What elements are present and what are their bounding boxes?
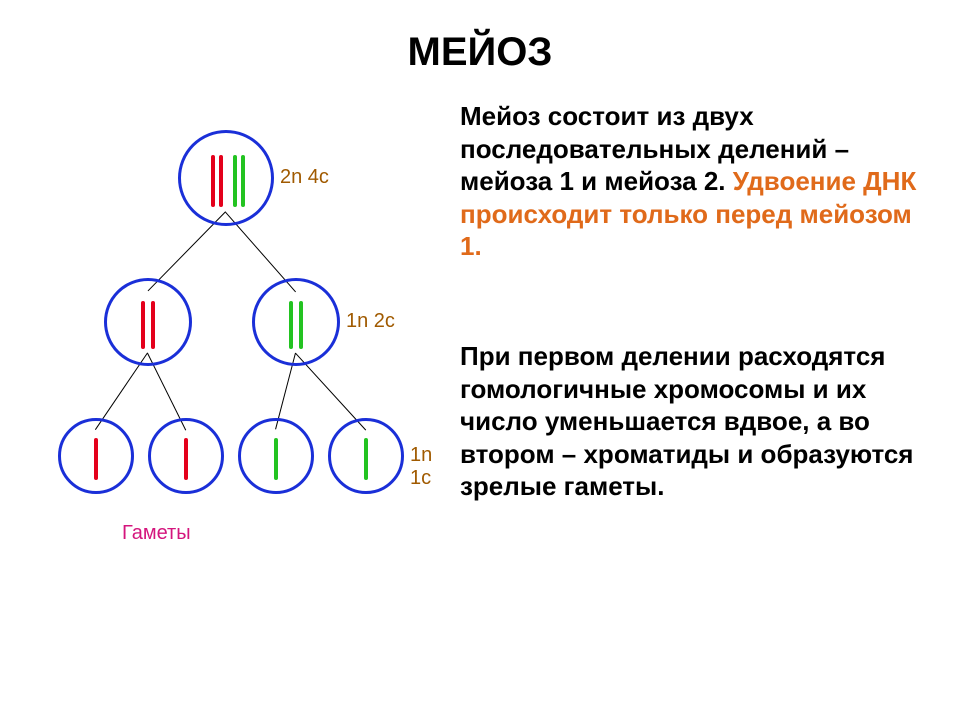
body-paragraph: При первом делении расходятся гомологичн… [460, 340, 940, 503]
chromatid [184, 438, 188, 480]
cell-node [104, 278, 192, 366]
cell-node [252, 278, 340, 366]
chromatid [141, 301, 145, 349]
ploidy-label: 1n 2c [346, 310, 395, 333]
chromatid [289, 301, 293, 349]
intro-paragraph: Мейоз состоит из двух последовательных д… [460, 100, 930, 263]
ploidy-label: 1n 1c [410, 444, 450, 490]
chromatid [241, 155, 245, 208]
cell-node [148, 418, 224, 494]
chromatid [274, 438, 278, 480]
gametes-label: Гаметы [122, 522, 191, 545]
chromatid [299, 301, 303, 349]
page-title: МЕЙОЗ [0, 30, 960, 75]
page: МЕЙОЗ Мейоз состоит из двух последовател… [0, 0, 960, 720]
chromatid [151, 301, 155, 349]
chromatid [364, 438, 368, 480]
chromatid [94, 438, 98, 480]
cell-node [58, 418, 134, 494]
chromatid [233, 155, 237, 208]
ploidy-label: 2n 4c [280, 166, 329, 189]
cell-node [238, 418, 314, 494]
cell-node [178, 130, 274, 226]
chromatid [211, 155, 215, 208]
cell-node [328, 418, 404, 494]
chromatid [219, 155, 223, 208]
meiosis-diagram: 2n 4c 1n 2c 1n 1c Гаметы [30, 130, 450, 550]
